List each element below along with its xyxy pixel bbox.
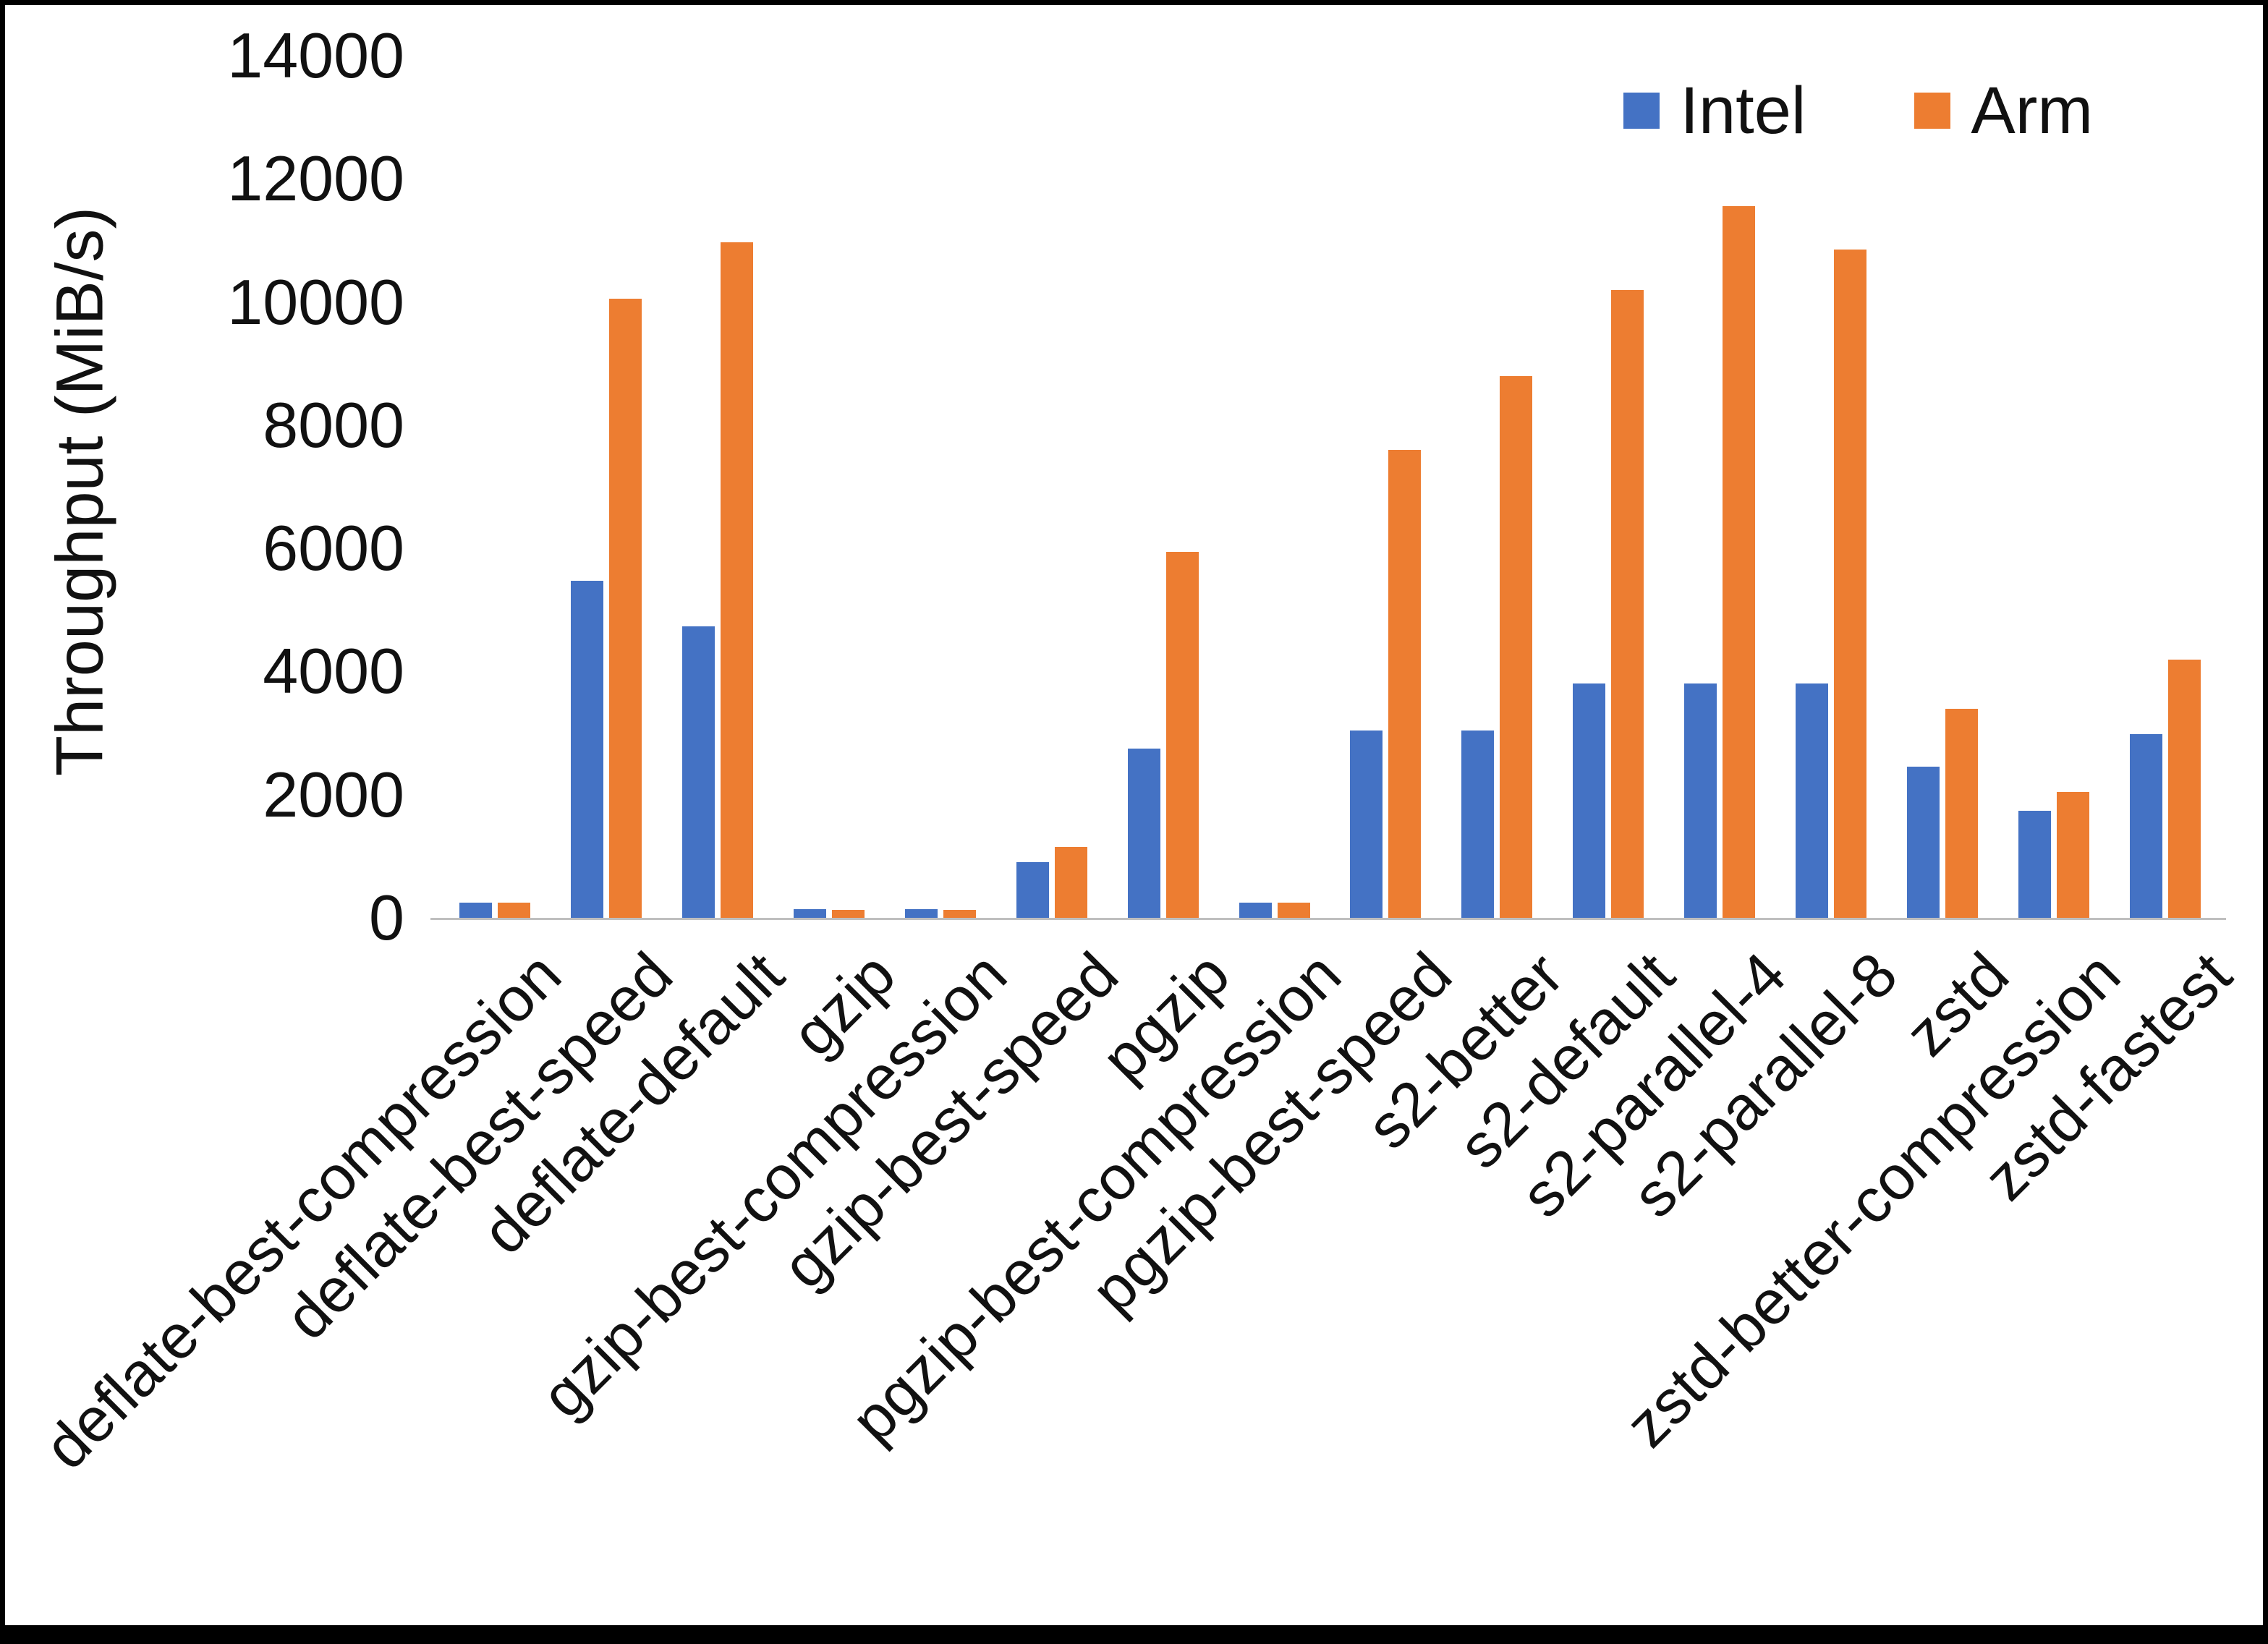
- bar-intel-s2-parallel-8: [1796, 683, 1829, 918]
- y-tick-label: 6000: [263, 512, 404, 584]
- bar-intel-pgzip-best-speed: [1350, 731, 1383, 918]
- legend-item-arm: Arm: [1914, 74, 2093, 147]
- bar-arm-zstd: [1945, 708, 1979, 918]
- bar-intel-deflate-default: [681, 626, 715, 918]
- bar-arm-pgzip: [1165, 552, 1199, 918]
- bar-arm-zstd-better-compression: [2057, 792, 2090, 918]
- bar-arm-s2-better: [1500, 375, 1533, 918]
- legend-swatch-arm: [1914, 93, 1951, 129]
- bar-arm-s2-parallel-4: [1723, 205, 1756, 918]
- bar-arm-gzip-best-compression: [943, 909, 976, 918]
- y-tick-label: 14000: [227, 20, 404, 91]
- bar-intel-zstd: [1907, 767, 1940, 918]
- bar-arm-s2-default: [1611, 289, 1644, 918]
- bar-intel-pgzip-best-compression: [1239, 902, 1272, 918]
- bar-arm-deflate-default: [720, 242, 753, 918]
- legend-swatch-intel: [1623, 93, 1660, 129]
- bar-intel-zstd-fastest: [2130, 734, 2163, 918]
- bar-intel-s2-better: [1461, 731, 1495, 918]
- bar-intel-s2-default: [1573, 683, 1606, 918]
- legend-item-intel: Intel: [1623, 74, 1806, 147]
- bar-arm-s2-parallel-8: [1834, 250, 1867, 918]
- bar-arm-pgzip-best-speed: [1388, 449, 1422, 918]
- bar-intel-gzip-best-compression: [904, 909, 938, 918]
- bar-intel-s2-parallel-4: [1684, 683, 1717, 918]
- legend-label-intel: Intel: [1680, 74, 1806, 148]
- legend-label-arm: Arm: [1971, 74, 2093, 148]
- bar-arm-deflate-best-compression: [497, 902, 530, 918]
- bar-intel-gzip: [793, 909, 826, 918]
- bar-arm-zstd-fastest: [2168, 660, 2201, 918]
- y-tick-label: 4000: [263, 635, 404, 707]
- y-tick-label: 2000: [263, 758, 404, 830]
- bar-intel-pgzip: [1127, 748, 1160, 918]
- bar-intel-deflate-best-speed: [570, 581, 603, 918]
- bar-arm-deflate-best-speed: [608, 299, 642, 918]
- y-tick-label: 12000: [227, 142, 404, 215]
- y-tick-label: 0: [369, 882, 404, 953]
- bar-arm-gzip-best-speed: [1054, 847, 1087, 918]
- bar-intel-zstd-better-compression: [2018, 810, 2052, 918]
- legend: Intel Arm: [1623, 74, 2093, 147]
- x-axis-line: [430, 918, 2226, 920]
- bar-arm-gzip: [831, 909, 865, 918]
- y-tick-label: 10000: [227, 265, 404, 338]
- bar-intel-gzip-best-speed: [1016, 861, 1049, 918]
- bar-arm-pgzip-best-compression: [1277, 902, 1310, 918]
- bar-intel-deflate-best-compression: [459, 902, 492, 918]
- y-tick-label: 8000: [263, 388, 404, 461]
